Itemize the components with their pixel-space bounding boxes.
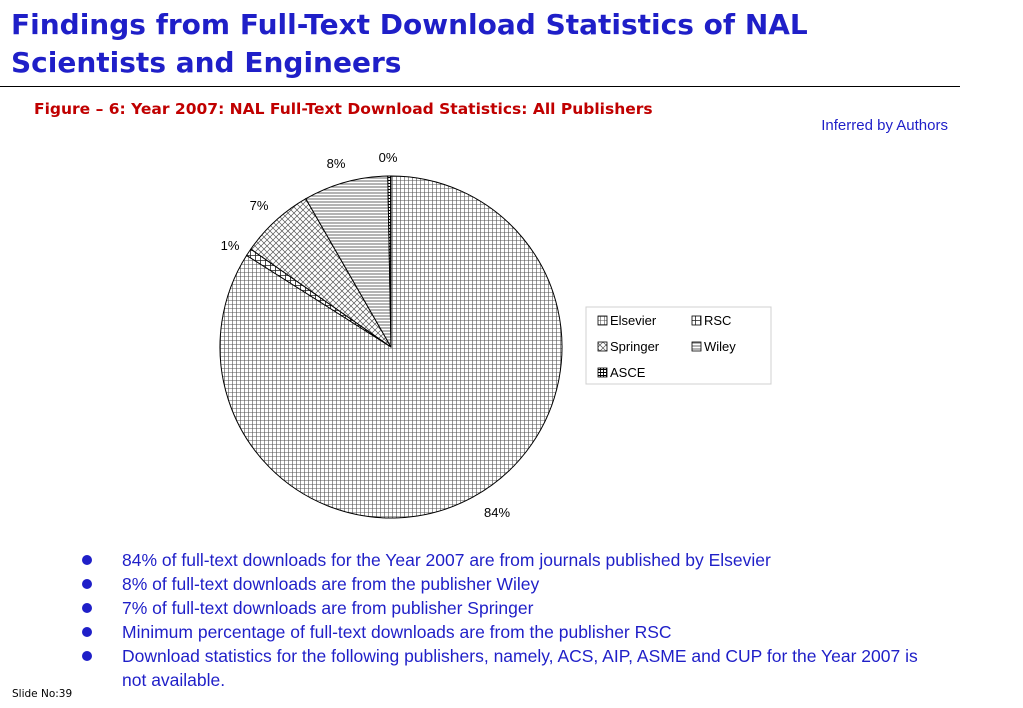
bullet-dot	[82, 651, 92, 661]
figure-caption: Figure – 6: Year 2007: NAL Full-Text Dow…	[34, 100, 653, 118]
slide-title: Findings from Full-Text Download Statist…	[11, 8, 808, 79]
legend-label-springer: Springer	[610, 339, 660, 354]
finding-text: 7% of full-text downloads are from publi…	[122, 598, 534, 618]
finding-item: 84% of full-text downloads for the Year …	[82, 548, 942, 572]
legend-swatch-rsc	[691, 315, 702, 326]
bullet-dot	[82, 627, 92, 637]
legend-label-rsc: RSC	[704, 313, 731, 328]
pie-label-asce: 0%	[379, 150, 398, 165]
pie-label-springer: 7%	[250, 198, 269, 213]
chart-legend: Elsevier RSC Springer Wiley ASCE	[585, 306, 772, 385]
pie-label-rsc: 1%	[221, 238, 240, 253]
legend-label-wiley: Wiley	[704, 339, 736, 354]
finding-text: Minimum percentage of full-text download…	[122, 622, 672, 642]
slide-number: Slide No:39	[12, 688, 73, 700]
legend-label-asce: ASCE	[610, 365, 646, 380]
finding-text: Download statistics for the following pu…	[122, 646, 918, 690]
finding-text: 84% of full-text downloads for the Year …	[122, 550, 771, 570]
finding-item: Minimum percentage of full-text download…	[82, 620, 942, 644]
legend-label-elsevier: Elsevier	[610, 313, 657, 328]
pie-slices	[219, 175, 563, 519]
pie-label-elsevier: 84%	[484, 505, 510, 520]
finding-item: Download statistics for the following pu…	[82, 644, 942, 692]
finding-item: 8% of full-text downloads are from the p…	[82, 572, 942, 596]
findings-list: 84% of full-text downloads for the Year …	[82, 548, 942, 692]
legend-swatch-springer	[597, 341, 608, 352]
pie-data-labels: 84% 1% 7% 8% 0%	[221, 150, 511, 520]
pie-slice-asce	[387, 175, 392, 348]
bullet-dot	[82, 603, 92, 613]
bullet-dot	[82, 555, 92, 565]
legend-swatch-elsevier	[597, 315, 608, 326]
inferred-note: Inferred by Authors	[821, 117, 948, 134]
legend-box	[585, 306, 772, 385]
finding-text: 8% of full-text downloads are from the p…	[122, 574, 540, 594]
pie-slice-elsevier	[219, 175, 563, 519]
bullet-dot	[82, 579, 92, 589]
finding-item: 7% of full-text downloads are from publi…	[82, 596, 942, 620]
legend-swatch-wiley	[691, 341, 702, 352]
pie-label-wiley: 8%	[327, 156, 346, 171]
title-divider	[0, 86, 960, 87]
legend-swatch-asce	[597, 367, 608, 378]
